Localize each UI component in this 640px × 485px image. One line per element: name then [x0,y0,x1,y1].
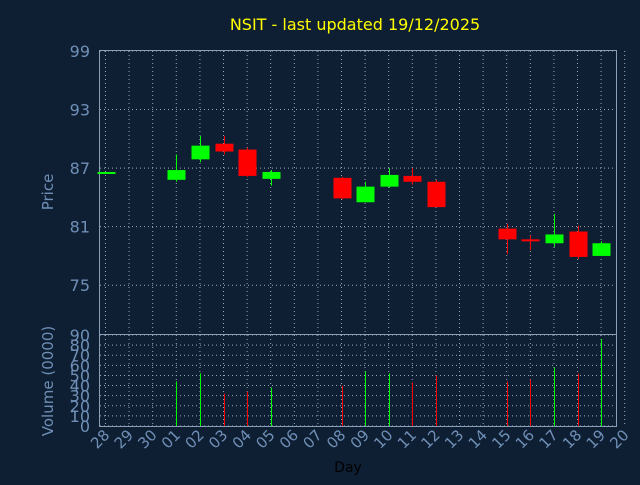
candle-body [592,243,611,256]
volume-panel-frame [99,334,617,427]
volume-tick-label: 50 [70,366,90,385]
candle [427,179,446,208]
volume-tick-label: 90 [70,326,90,345]
volume-tick-label: 70 [70,346,90,365]
candle [569,225,588,259]
candle [592,241,611,256]
candle [238,147,257,177]
volume-tick-label: 10 [70,407,90,426]
volume-tick-label: 20 [70,397,90,416]
candle [167,154,186,182]
x-axis-label: Day [334,460,362,476]
candle-body [569,231,588,257]
candle-body [333,177,352,199]
price-tick-label: 87 [70,159,90,178]
candle [380,168,399,188]
price-tick-label: 81 [70,218,90,237]
candle-body [521,239,540,242]
candle [403,168,422,185]
candle-body [215,143,234,152]
price-axis-label: Price [39,174,57,211]
candle-body [545,234,564,244]
candle-body [380,174,399,187]
volume-tick-label: 30 [70,387,90,406]
candle [356,181,375,203]
candle-body [403,175,422,182]
candle [262,170,281,186]
candle-body [191,145,210,160]
volume-tick-label: 40 [70,377,90,396]
candle-body [167,170,186,180]
candle [498,223,517,254]
candle-body [97,172,116,175]
price-axis-ticks: 99 93 87 81 75 [70,42,90,295]
price-tick-label: 75 [70,276,90,295]
candle-body [262,172,281,179]
volume-axis-label: Volume (0000) [39,326,57,436]
volume-tick-label: 60 [70,356,90,375]
candle [191,135,210,163]
candle-body [427,181,446,208]
price-tick-label: 93 [70,101,90,120]
volume-bars [176,339,602,426]
volume-tick-label: 80 [70,336,90,355]
candle [97,172,116,175]
candle [521,235,540,251]
chart-title: NSIT - last updated 19/12/2025 [230,15,480,34]
candle-body [356,186,375,203]
candle [333,176,352,200]
day-axis-ticks: 2829300102030405060708091011121314151617… [87,426,632,452]
candles [97,135,611,259]
candle [215,135,234,155]
volume-tick-label: 0 [80,417,90,436]
candle-body [498,228,517,240]
candle-body [238,149,257,176]
price-tick-label: 99 [70,42,90,61]
candle [545,213,564,248]
